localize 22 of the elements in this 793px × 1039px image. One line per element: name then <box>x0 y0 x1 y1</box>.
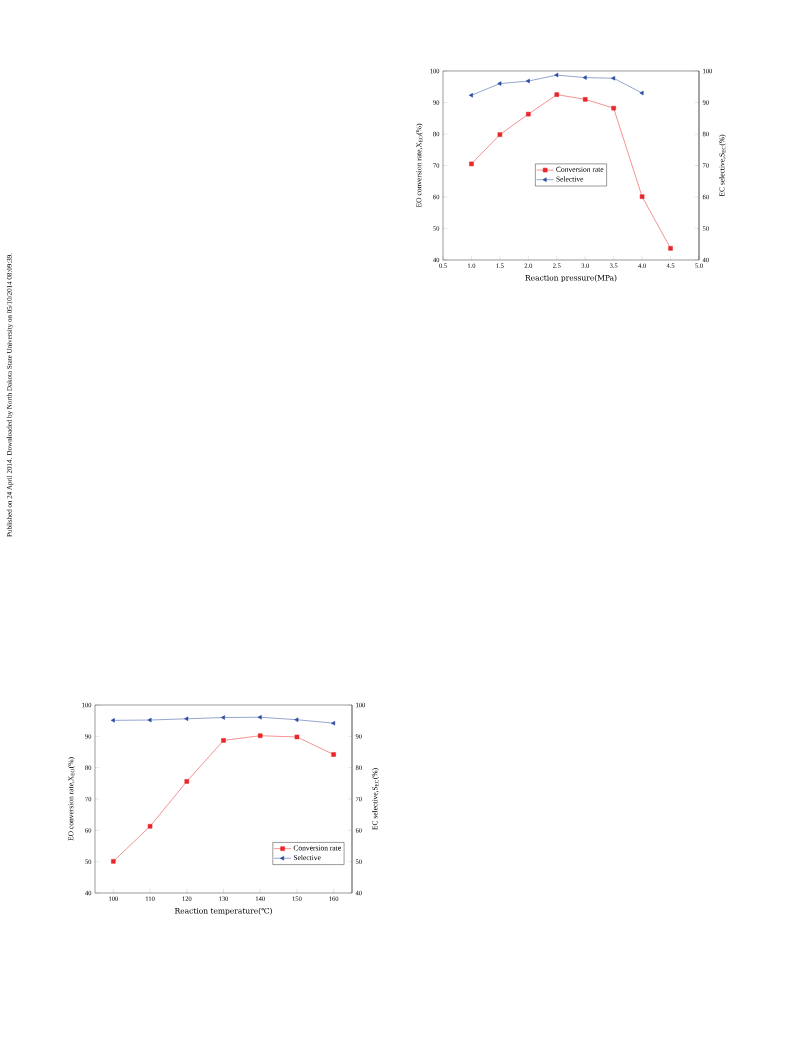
point <box>554 72 559 78</box>
point <box>147 824 153 829</box>
point <box>497 132 503 137</box>
point <box>184 779 190 784</box>
point <box>582 97 588 102</box>
point <box>582 75 587 80</box>
point <box>497 81 502 86</box>
point <box>668 246 673 251</box>
point <box>611 76 616 81</box>
point <box>221 738 226 743</box>
point <box>525 78 530 84</box>
point <box>111 859 116 864</box>
point <box>469 161 474 167</box>
point <box>554 92 560 97</box>
point <box>468 93 473 98</box>
point <box>639 90 644 96</box>
point <box>331 752 336 757</box>
point <box>611 105 616 111</box>
point <box>257 733 263 738</box>
point <box>639 194 645 199</box>
point <box>294 734 300 740</box>
point <box>526 111 531 117</box>
